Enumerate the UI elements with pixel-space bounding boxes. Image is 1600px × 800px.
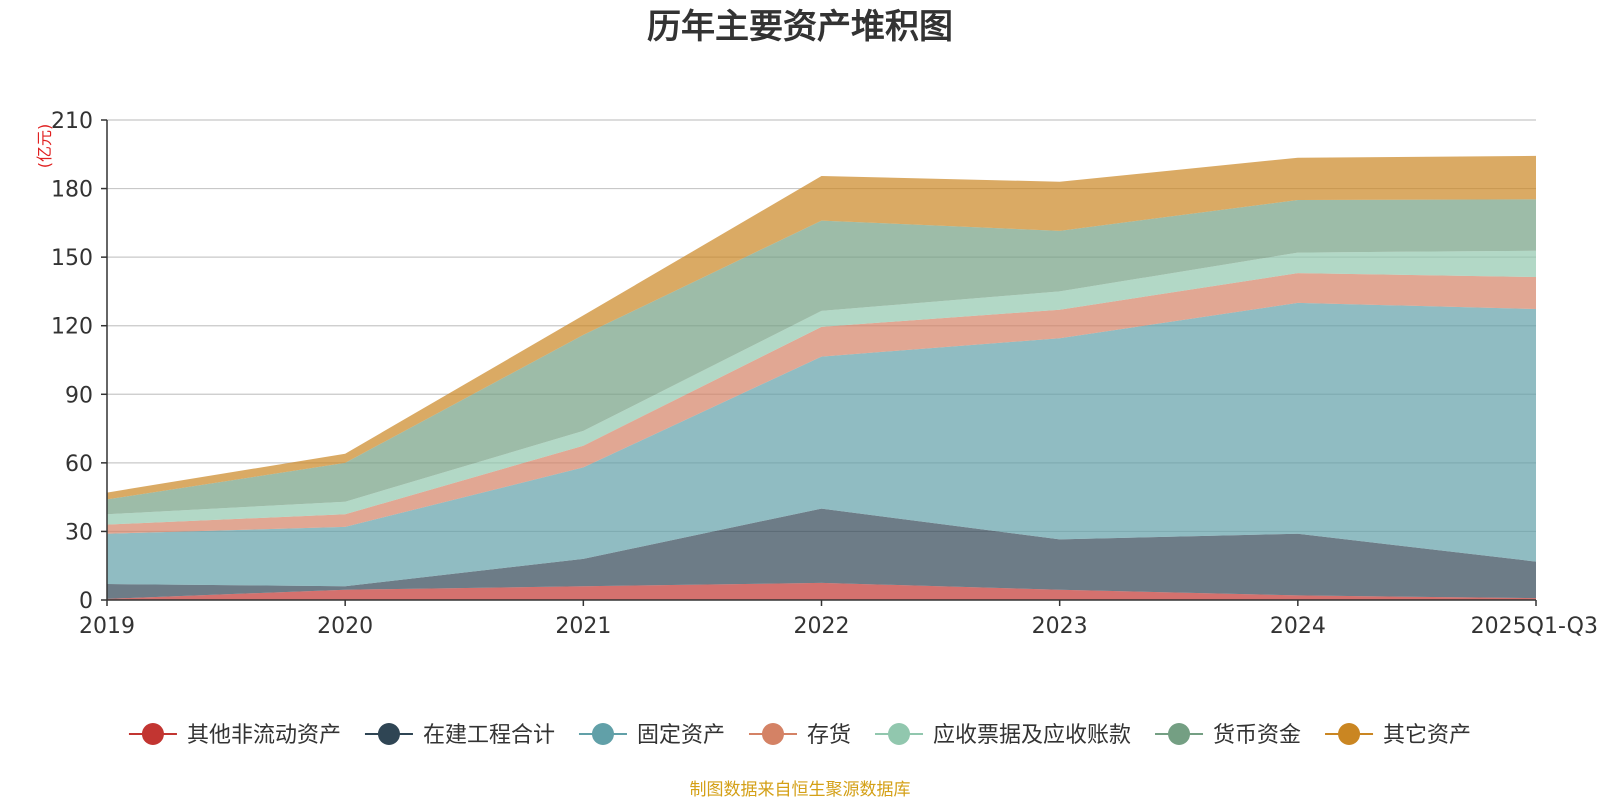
legend-label: 存货 xyxy=(807,723,851,748)
chart-title: 历年主要资产堆积图 xyxy=(647,7,953,47)
legend-marker xyxy=(591,723,614,745)
x-tick-label: 2023 xyxy=(1032,614,1088,639)
y-tick-label: 210 xyxy=(51,109,93,134)
x-tick-label: 2024 xyxy=(1270,614,1326,639)
y-tick-label: 120 xyxy=(51,315,93,340)
legend-item-4[interactable]: 存货 xyxy=(748,723,851,748)
area-series-1 xyxy=(107,582,1536,600)
legend-label: 其它资产 xyxy=(1383,723,1471,748)
x-tick-label: 2022 xyxy=(794,614,850,639)
y-tick-label: 30 xyxy=(65,520,93,545)
legend-label: 其他非流动资产 xyxy=(187,723,341,748)
legend-label: 应收票据及应收账款 xyxy=(933,723,1131,748)
legend-item-1[interactable]: 其他非流动资产 xyxy=(128,723,341,748)
x-tick-label: 2020 xyxy=(317,614,373,639)
area-series-4 xyxy=(107,273,1536,534)
area-series-6 xyxy=(107,199,1536,515)
y-tick-label: 150 xyxy=(51,246,93,271)
legend-marker xyxy=(141,723,164,745)
area-series-3 xyxy=(107,302,1536,587)
area-series-2 xyxy=(107,508,1536,599)
legend-item-7[interactable]: 其它资产 xyxy=(1325,723,1471,748)
y-tick-label: 180 xyxy=(51,178,93,203)
axes: 0 30 60 90 120 150 180 210 2019 2020 2021 2022 2023 2… xyxy=(51,109,1598,639)
legend-marker xyxy=(377,723,400,745)
y-tick-label: 0 xyxy=(79,589,93,614)
legend-marker xyxy=(1168,723,1191,745)
legend-item-5[interactable]: 应收票据及应收账款 xyxy=(875,723,1131,748)
legend-marker xyxy=(761,723,784,745)
y-tick-label: 60 xyxy=(65,452,93,477)
legend-label: 固定资产 xyxy=(637,723,725,748)
legend-label: 在建工程合计 xyxy=(423,723,555,748)
x-tick-label: 2025Q1-Q3 xyxy=(1471,614,1598,639)
legend-marker xyxy=(888,723,911,745)
x-tick-label: 2021 xyxy=(555,614,611,639)
x-tick-label: 2019 xyxy=(79,614,135,639)
legend-item-6[interactable]: 货币资金 xyxy=(1155,723,1301,748)
source-note: 制图数据来自恒生聚源数据库 xyxy=(690,780,911,800)
y-tick-label: 90 xyxy=(65,383,93,408)
area-series-group xyxy=(107,155,1536,600)
legend-label: 货币资金 xyxy=(1213,723,1301,748)
legend[interactable]: 其他非流动资产 在建工程合计 固定资产 存货 应收票据及应收账款 货币资金 其它资产 xyxy=(128,723,1471,748)
legend-item-3[interactable]: 固定资产 xyxy=(578,723,725,748)
legend-marker xyxy=(1338,723,1361,745)
legend-item-2[interactable]: 在建工程合计 xyxy=(364,723,555,748)
y-axis-unit-label: (亿元) xyxy=(35,124,54,169)
area-series-7 xyxy=(107,155,1536,500)
